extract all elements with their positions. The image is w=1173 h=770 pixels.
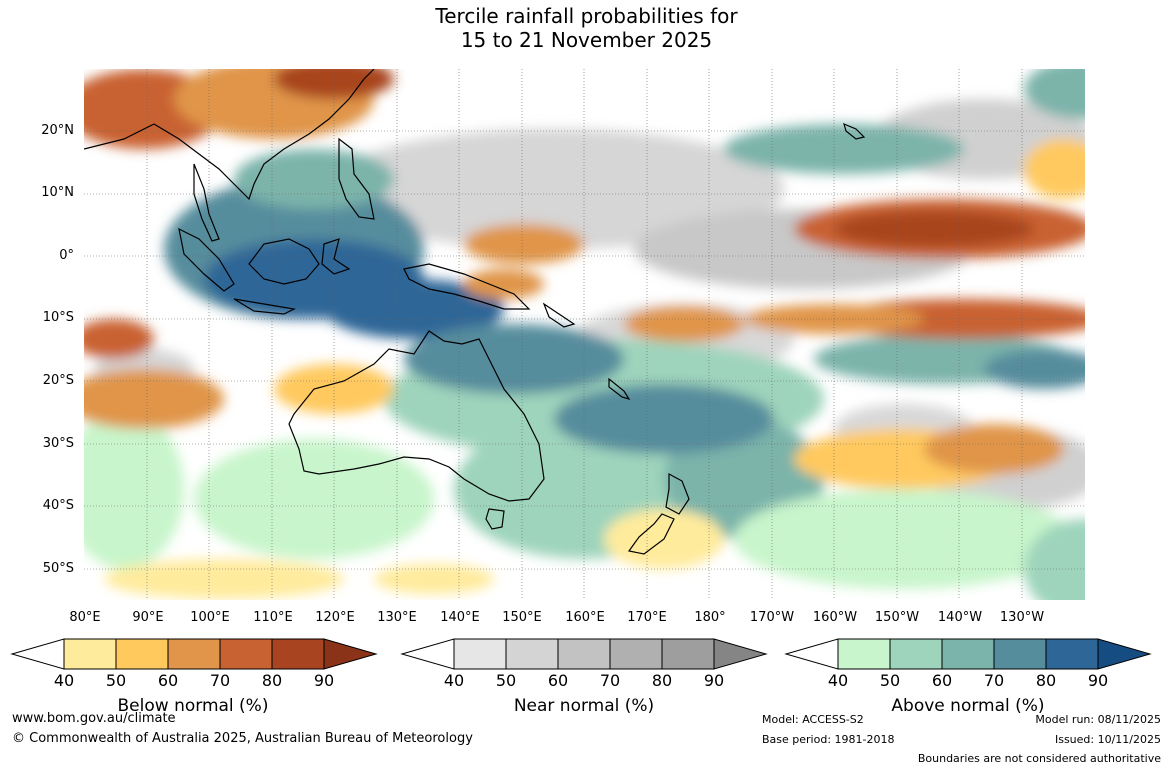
map-title: Tercile rainfall probabilities for 15 to… — [0, 4, 1173, 52]
near-swatch-1 — [453, 638, 507, 670]
above-tick-50: 50 — [879, 671, 901, 690]
above-swatch-4 — [993, 638, 1047, 670]
lon-label-150w: 150°W — [874, 610, 920, 625]
new-caledonia-coast — [608, 377, 631, 401]
lon-label-150e: 150°E — [502, 610, 542, 625]
near-swatch-3 — [557, 638, 611, 670]
asia-coast — [84, 69, 375, 201]
below-tick-50: 50 — [105, 671, 127, 690]
new-zealand-north-coast — [665, 472, 690, 515]
lon-label-170w: 170°W — [749, 610, 795, 625]
below-swatch-4 — [219, 638, 273, 670]
above-tick-90: 90 — [1087, 671, 1109, 690]
australia-coast — [288, 330, 545, 502]
lat-label-50s: 50°S — [42, 561, 74, 576]
colorbar-below-normal — [10, 638, 378, 670]
lon-label-160e: 160°E — [565, 610, 605, 625]
below-tick-80: 80 — [261, 671, 283, 690]
above-normal-title: Above normal (%) — [891, 696, 1045, 716]
borneo-coast — [248, 238, 320, 285]
below-tick-90: 90 — [313, 671, 335, 690]
title-line-2: 15 to 21 November 2025 — [460, 28, 713, 52]
lon-label-140w: 140°W — [937, 610, 983, 625]
near-tick-60: 60 — [547, 671, 569, 690]
below-swatch-1 — [63, 638, 117, 670]
probability-map — [84, 69, 1085, 600]
java-coast — [233, 298, 296, 315]
model-text: Model: ACCESS-S2 — [762, 713, 864, 726]
issued-text: Issued: 10/11/2025 — [1054, 733, 1161, 746]
above-tick-80: 80 — [1035, 671, 1057, 690]
lat-label-10s: 10°S — [42, 310, 74, 325]
lon-label-120e: 120°E — [315, 610, 355, 625]
philippines-coast — [338, 137, 375, 220]
near-tick-70: 70 — [599, 671, 621, 690]
below-tick-70: 70 — [209, 671, 231, 690]
below-swatch-2 — [115, 638, 169, 670]
above-swatch-0 — [784, 638, 839, 670]
above-tick-40: 40 — [827, 671, 849, 690]
colorbar-above-normal — [784, 638, 1152, 670]
website-text: www.bom.gov.au/climate — [12, 711, 176, 726]
above-tick-70: 70 — [983, 671, 1005, 690]
below-tick-40: 40 — [53, 671, 75, 690]
near-tick-40: 40 — [443, 671, 465, 690]
near-normal-title: Near normal (%) — [513, 696, 655, 716]
title-line-1: Tercile rainfall probabilities for — [435, 4, 738, 28]
below-normal-title: Below normal (%) — [117, 696, 269, 716]
near-swatch-5 — [661, 638, 715, 670]
base-period-text: Base period: 1981-2018 — [762, 733, 895, 746]
above-swatch-1 — [837, 638, 891, 670]
below-tick-60: 60 — [157, 671, 179, 690]
above-swatch-3 — [941, 638, 995, 670]
above-tick-60: 60 — [931, 671, 953, 690]
copyright-text: © Commonwealth of Australia 2025, Austra… — [12, 731, 473, 746]
disclaimer-text: Boundaries are not considered authoritat… — [917, 752, 1161, 765]
lon-label-100e: 100°E — [190, 610, 230, 625]
lon-label-110e: 110°E — [253, 610, 293, 625]
solomon-islands-coast — [542, 302, 576, 328]
near-swatch-0 — [400, 638, 455, 670]
new-guinea-coast — [403, 263, 531, 310]
lat-label-20n: 20°N — [41, 123, 74, 138]
lon-label-170e: 170°E — [627, 610, 667, 625]
above-swatch-5 — [1045, 638, 1099, 670]
near-swatch-4 — [609, 638, 663, 670]
lat-label-10n: 10°N — [41, 185, 74, 200]
near-swatch-6 — [713, 638, 768, 670]
above-swatch-6 — [1097, 638, 1152, 670]
lon-label-140e: 140°E — [440, 610, 480, 625]
near-tick-80: 80 — [651, 671, 673, 690]
probability-field — [84, 69, 1085, 600]
lat-label-0: 0° — [59, 248, 74, 263]
tasmania-coast — [485, 508, 505, 530]
below-swatch-5 — [271, 638, 325, 670]
sulawesi-coast — [321, 238, 351, 275]
graticule — [84, 69, 1085, 600]
lon-label-90e: 90°E — [132, 610, 164, 625]
lat-label-20s: 20°S — [42, 373, 74, 388]
coastlines — [84, 69, 866, 555]
below-swatch-3 — [167, 638, 221, 670]
new-zealand-south-coast — [627, 513, 675, 555]
malay-peninsula-coast — [193, 163, 220, 242]
sumatra-coast — [178, 227, 235, 292]
model-run-text: Model run: 08/11/2025 — [1035, 713, 1161, 726]
lon-label-130w: 130°W — [999, 610, 1045, 625]
below-swatch-6 — [323, 638, 378, 670]
above-swatch-2 — [889, 638, 943, 670]
colorbar-near-normal — [400, 638, 768, 670]
hawaii-coast — [843, 122, 866, 140]
lon-label-130e: 130°E — [377, 610, 417, 625]
lat-label-30s: 30°S — [42, 436, 74, 451]
near-swatch-2 — [505, 638, 559, 670]
near-tick-50: 50 — [495, 671, 517, 690]
below-swatch-0 — [10, 638, 65, 670]
lat-label-40s: 40°S — [42, 498, 74, 513]
map-canvas — [84, 69, 1085, 600]
lon-label-160w: 160°W — [812, 610, 858, 625]
lon-label-80e: 80°E — [69, 610, 101, 625]
near-tick-90: 90 — [703, 671, 725, 690]
lon-label-180: 180° — [694, 610, 726, 625]
